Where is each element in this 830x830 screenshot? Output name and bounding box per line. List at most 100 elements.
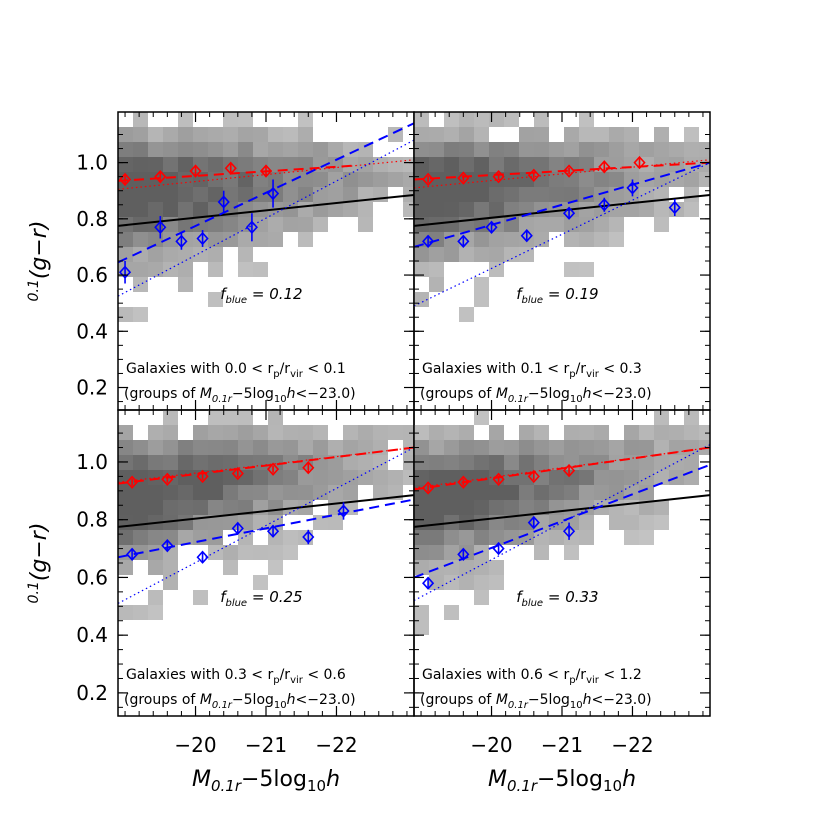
density-cell [238, 440, 253, 455]
density-cell [133, 127, 148, 142]
density-cell [163, 262, 178, 277]
density-cell [163, 455, 178, 470]
fblue-label: fblue = 0.33 [516, 588, 598, 609]
density-cell [489, 425, 504, 440]
density-cell [489, 440, 504, 455]
density-cell [609, 455, 624, 470]
density-cell [414, 127, 429, 142]
density-cell [564, 545, 579, 560]
density-cell [223, 485, 238, 500]
panel-4: fblue = 0.33 Galaxies with 0.6 < rp/rvir … [413, 409, 711, 717]
density-cell [594, 217, 609, 232]
density-cell [388, 470, 403, 485]
density-cell [534, 470, 549, 485]
density-cell [639, 515, 654, 530]
blue-point [485, 220, 498, 234]
density-cell [178, 440, 193, 455]
density-cell [579, 127, 594, 142]
density-cell [654, 470, 669, 485]
density-cell [178, 500, 193, 515]
blue-point [598, 198, 611, 212]
density-cell [298, 425, 313, 440]
density-cell [654, 187, 669, 202]
density-cell [313, 425, 328, 440]
density-cell [474, 455, 489, 470]
density-cell [193, 247, 208, 262]
density-cell [489, 142, 504, 157]
density-cell [534, 545, 549, 560]
density-cell [429, 142, 444, 157]
density-cell [403, 157, 414, 172]
group-label: (groups of M0.1r−5log10h<−23.0) [420, 386, 652, 405]
density-cell [238, 187, 253, 202]
density-cell [534, 187, 549, 202]
density-cell [238, 515, 253, 530]
reference-line [118, 494, 414, 528]
y-tick-label: 1.0 [76, 151, 108, 175]
density-cell [163, 410, 178, 425]
density-cell [253, 545, 268, 560]
density-cell [163, 515, 178, 530]
density-cell [403, 425, 414, 440]
density-cell [654, 500, 669, 515]
blue-point [422, 576, 435, 590]
density-cell [504, 172, 519, 187]
density-cell [459, 202, 474, 217]
density-cell [474, 232, 489, 247]
density-cell [444, 545, 459, 560]
density-cell [223, 500, 238, 515]
red-point [457, 475, 470, 489]
density-cell [298, 470, 313, 485]
density-cell [238, 112, 253, 127]
density-cell [238, 142, 253, 157]
density-cell [534, 425, 549, 440]
density-cell [564, 440, 579, 455]
density-cell [564, 142, 579, 157]
density-cell [534, 142, 549, 157]
density-cell [283, 425, 298, 440]
density-cell [118, 515, 133, 530]
density-cell [193, 217, 208, 232]
reference-line [118, 193, 414, 227]
density-cell [639, 485, 654, 500]
density-cell [253, 202, 268, 217]
blue-point [562, 206, 576, 220]
density-cell [193, 440, 208, 455]
density-cell [549, 455, 564, 470]
x-tick-label: −22 [315, 733, 357, 757]
density-cell [414, 157, 429, 172]
density-cell [208, 202, 223, 217]
density-cell [223, 410, 238, 425]
density-cell [564, 232, 579, 247]
panel-plot-area [118, 112, 414, 322]
density-cell [429, 127, 444, 142]
density-cell [388, 425, 403, 440]
density-cell [459, 530, 474, 545]
density-cell [358, 440, 373, 455]
density-cell [594, 425, 609, 440]
density-cell [283, 127, 298, 142]
density-cell [118, 425, 133, 440]
density-cell [474, 112, 489, 127]
blue-point [196, 231, 209, 246]
y-tick-label: 0.6 [76, 565, 108, 589]
density-cell [564, 425, 579, 440]
density-cell [193, 127, 208, 142]
density-cell [459, 127, 474, 142]
density-cell [268, 172, 283, 187]
density-cell [133, 485, 148, 500]
density-cell [624, 515, 639, 530]
density-cell [118, 605, 133, 620]
density-cell [414, 470, 429, 485]
density-cell [699, 142, 710, 157]
blue-point [196, 550, 209, 564]
density-cell [474, 500, 489, 515]
blue-point [231, 521, 244, 536]
density-cell [444, 425, 459, 440]
density-cell [133, 157, 148, 172]
density-cell [534, 455, 549, 470]
density-cell [178, 112, 193, 127]
density-cell [178, 262, 193, 277]
density-cell [564, 530, 579, 545]
density-cell [133, 440, 148, 455]
